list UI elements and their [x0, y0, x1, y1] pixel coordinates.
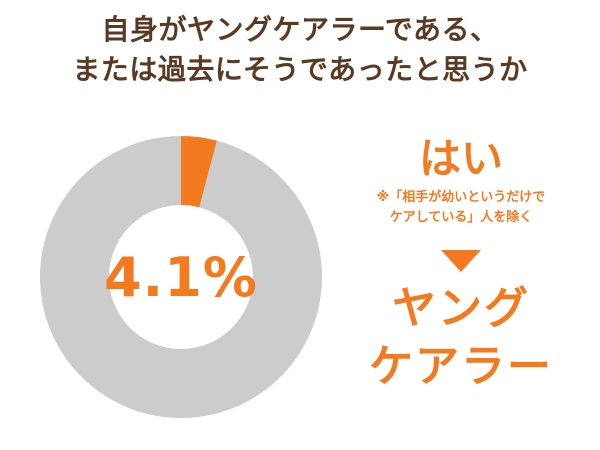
- answer-note: ※「相手が幼いというだけで ケアしている」人を除く: [336, 188, 586, 228]
- result-line-2: ケアラー: [336, 338, 586, 396]
- center-value-label: 4.1%: [40, 136, 322, 418]
- answer-panel: はい ※「相手が幼いというだけで ケアしている」人を除く ヤング ケアラー: [336, 128, 586, 396]
- chart-title: 自身がヤングケアラーである、 または過去にそうであったと思うか: [0, 10, 600, 90]
- answer-yes-label: はい: [336, 132, 586, 186]
- result-label: ヤング ケアラー: [336, 280, 586, 396]
- result-line-1: ヤング: [336, 280, 586, 338]
- title-line-1: 自身がヤングケアラーである、: [0, 10, 600, 50]
- note-line-2: ケアしている」人を除く: [336, 208, 586, 228]
- down-arrow-icon: [441, 250, 481, 272]
- title-line-2: または過去にそうであったと思うか: [0, 50, 600, 90]
- note-line-1: ※「相手が幼いというだけで: [336, 188, 586, 208]
